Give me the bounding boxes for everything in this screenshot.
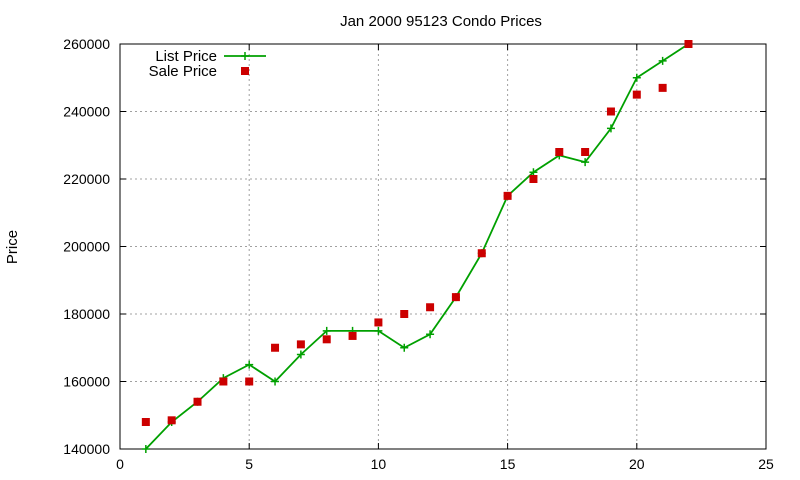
sale-price-point [322, 335, 331, 344]
sale-price-point [141, 418, 150, 426]
legend-swatches [224, 52, 266, 75]
list-price-point [374, 326, 383, 335]
sale-price-point [658, 83, 667, 92]
x-tick-label: 15 [500, 456, 516, 472]
y-tick-label: 220000 [63, 171, 110, 187]
legend-label-list-price: List Price [155, 48, 217, 65]
sale-price-point [477, 249, 486, 258]
sale-price-point [271, 343, 280, 352]
ticks-layer [119, 43, 767, 450]
sale-price-point [632, 90, 641, 99]
sale-price-point [296, 340, 305, 349]
x-tick-label: 25 [758, 456, 774, 472]
list-price-point [400, 343, 409, 352]
legend-marker-list-price [241, 52, 249, 60]
sale-price-point [400, 310, 409, 318]
y-tick-label: 260000 [63, 36, 110, 52]
sale-price-point [529, 175, 538, 183]
legend-label-sale-price: Sale Price [149, 63, 217, 80]
series-layer [141, 40, 693, 453]
y-tick-labels: 140000 160000 180000 200000 220000 240000 2600… [63, 36, 110, 457]
list-price-point [245, 360, 254, 369]
y-tick-label: 240000 [63, 104, 110, 120]
series-line-list-price [145, 43, 689, 450]
sale-price-point [374, 318, 383, 327]
sale-price-point [451, 293, 460, 302]
chart-title: Jan 2000 95123 Condo Prices [340, 13, 542, 30]
sale-price-point [581, 148, 590, 156]
grid-layer [120, 44, 766, 449]
sale-price-point [348, 331, 357, 340]
list-price-point [529, 168, 538, 177]
list-price-point [426, 330, 435, 339]
y-tick-label: 160000 [63, 374, 110, 390]
y-tick-label: 140000 [63, 441, 110, 457]
sale-price-point [219, 377, 228, 386]
list-price-point [581, 158, 590, 167]
y-tick-label: 200000 [63, 239, 110, 255]
list-price-point [271, 377, 280, 386]
legend: List Price Sale Price [149, 48, 266, 80]
sale-price-point [684, 40, 693, 48]
list-price-point [606, 124, 615, 133]
list-price-point [296, 350, 305, 359]
list-price-point [632, 73, 641, 82]
list-price-point [658, 56, 667, 65]
x-tick-labels: 0 5 10 15 20 25 [116, 456, 774, 472]
sale-price-point [606, 107, 615, 116]
y-axis-label: Price [4, 230, 21, 264]
x-tick-label: 5 [245, 456, 253, 472]
sale-price-point [555, 148, 564, 156]
sale-price-point [193, 397, 202, 406]
sale-price-point [245, 377, 254, 386]
x-tick-label: 20 [629, 456, 645, 472]
sale-price-point [426, 303, 435, 312]
sale-price-point [167, 416, 176, 425]
legend-swatch-sale-price [241, 67, 249, 75]
sale-price-point [503, 191, 512, 200]
list-price-point [141, 445, 150, 453]
y-tick-label: 180000 [63, 306, 110, 322]
x-tick-label: 10 [371, 456, 387, 472]
list-price-point [322, 326, 331, 335]
x-tick-label: 0 [116, 456, 124, 472]
